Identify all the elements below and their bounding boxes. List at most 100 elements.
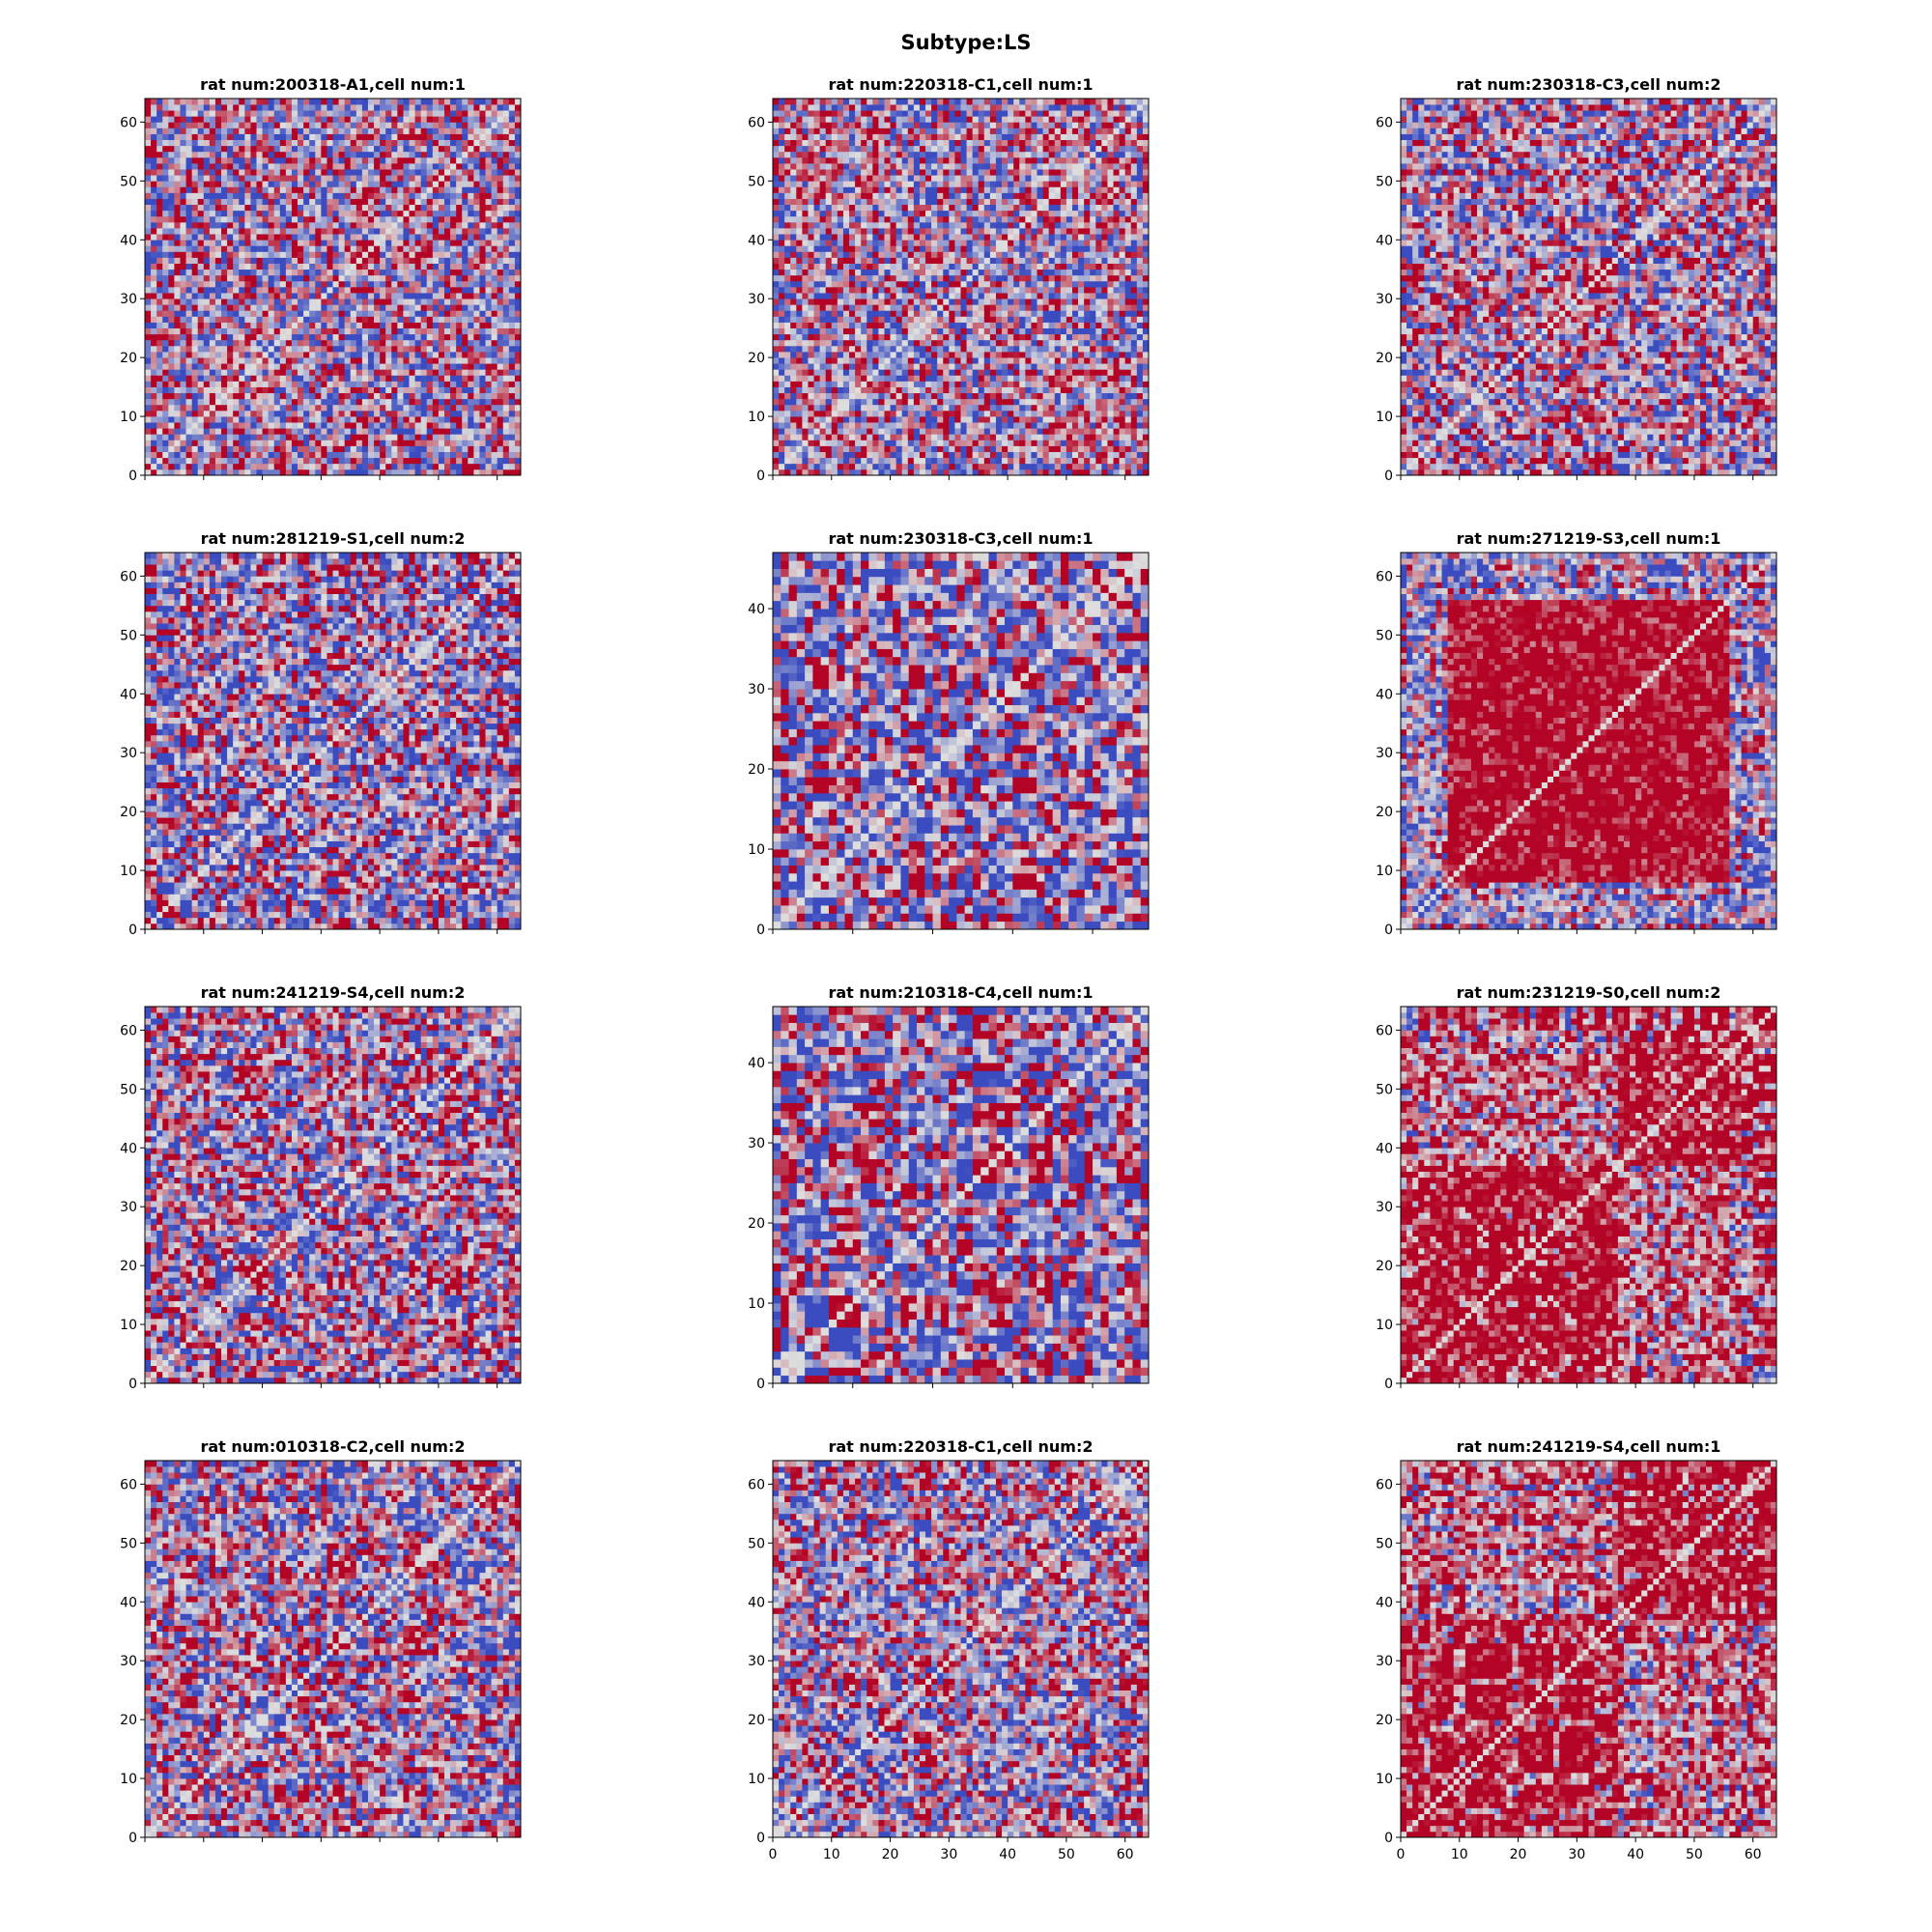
heatmap-cell (837, 457, 844, 465)
heatmap-cell (273, 316, 281, 323)
heatmap-cell (355, 269, 363, 276)
heatmap-cell (502, 345, 510, 353)
heatmap-cell (355, 357, 363, 364)
heatmap-cell (409, 440, 415, 446)
heatmap-cell (338, 327, 346, 335)
heatmap-cell (180, 175, 186, 182)
heatmap-cell (790, 469, 797, 476)
heatmap-cell (385, 398, 392, 406)
heatmap-cell (361, 304, 369, 311)
heatmap-cell (332, 169, 339, 176)
heatmap-cell (180, 151, 186, 158)
heatmap-cell (256, 463, 263, 470)
heatmap-cell (374, 228, 381, 235)
heatmap-cell (508, 398, 516, 406)
heatmap-cell (995, 404, 1003, 412)
heatmap-cell (279, 316, 287, 323)
heatmap-cell (878, 457, 885, 465)
heatmap-cell (303, 463, 310, 470)
heatmap-cell (256, 333, 263, 341)
heatmap-cell (385, 128, 392, 134)
heatmap-cell (244, 352, 251, 358)
heatmap-cell (239, 145, 245, 153)
heatmap-cell (185, 304, 192, 311)
heatmap-cell (1124, 451, 1132, 459)
heatmap-cell (309, 445, 316, 452)
heatmap-cell (244, 304, 251, 311)
heatmap-cell (203, 269, 211, 276)
heatmap-cell (239, 445, 245, 452)
heatmap-cell (162, 215, 169, 223)
heatmap-cell (168, 186, 175, 193)
heatmap-cell (420, 310, 428, 317)
heatmap-cell (151, 186, 157, 193)
heatmap-cell (901, 428, 909, 435)
heatmap-cell (256, 445, 263, 452)
heatmap-cell (344, 287, 352, 294)
heatmap-cell (450, 398, 457, 406)
heatmap-cell (209, 175, 216, 182)
heatmap-cell (485, 198, 492, 206)
heatmap-cell (432, 274, 440, 282)
heatmap-cell (303, 310, 310, 317)
heatmap-cell (214, 210, 222, 217)
heatmap-cell (462, 234, 469, 241)
heatmap-cell (1025, 404, 1032, 412)
heatmap-cell (485, 274, 492, 282)
heatmap-cell (367, 228, 375, 235)
heatmap-cell (397, 398, 404, 406)
heatmap-cell (919, 457, 926, 465)
heatmap-cell (156, 352, 163, 358)
heatmap-cell (303, 215, 310, 223)
heatmap-cell (350, 469, 357, 476)
heatmap-cell (872, 469, 879, 476)
heatmap-cell (174, 204, 181, 212)
heatmap-cell (849, 398, 856, 406)
heatmap-cell (374, 116, 381, 123)
heatmap-cell (239, 381, 245, 387)
heatmap-cell (367, 110, 375, 117)
heatmap-cell (174, 416, 181, 423)
heatmap-cell (1107, 463, 1114, 470)
heatmap-cell (327, 169, 333, 176)
heatmap-cell (374, 287, 381, 294)
heatmap-cell (450, 104, 457, 111)
heatmap-cell (361, 293, 369, 299)
heatmap-cell (1107, 428, 1114, 435)
heatmap-cell (285, 469, 293, 476)
heatmap-cell (443, 293, 451, 299)
heatmap-cell (468, 186, 474, 193)
heatmap-cell (355, 151, 363, 158)
heatmap-cell (338, 451, 346, 459)
heatmap-cell (185, 145, 192, 153)
heatmap-cell (244, 204, 251, 212)
heatmap-cell (303, 257, 310, 264)
heatmap-cell (443, 381, 451, 387)
heatmap-cell (1037, 469, 1043, 476)
heatmap-cell (473, 375, 480, 382)
heatmap-cell (456, 228, 463, 235)
heatmap-cell (168, 99, 175, 105)
heatmap-cell (931, 416, 938, 423)
heatmap-cell (462, 298, 469, 305)
heatmap-cell (1037, 463, 1043, 470)
heatmap-cell (1101, 404, 1108, 412)
heatmap-cell (450, 99, 457, 105)
heatmap-cell (279, 145, 287, 153)
heatmap-cell (1008, 434, 1014, 440)
heatmap-cell (350, 234, 357, 241)
heatmap-cell (321, 463, 327, 470)
heatmap-cell (1142, 445, 1150, 452)
heatmap-cell (1124, 469, 1132, 476)
heatmap-cell (209, 269, 216, 276)
heatmap-cell (262, 221, 269, 229)
heatmap-cell (1008, 463, 1014, 470)
heatmap-cell (966, 463, 974, 470)
heatmap-cell (338, 469, 346, 476)
heatmap-cell (473, 198, 480, 206)
heatmap-cell (250, 469, 257, 476)
heatmap-cell (209, 398, 216, 406)
heatmap-cell (479, 310, 486, 317)
heatmap-cell (180, 104, 186, 111)
heatmap-cell (227, 316, 234, 323)
